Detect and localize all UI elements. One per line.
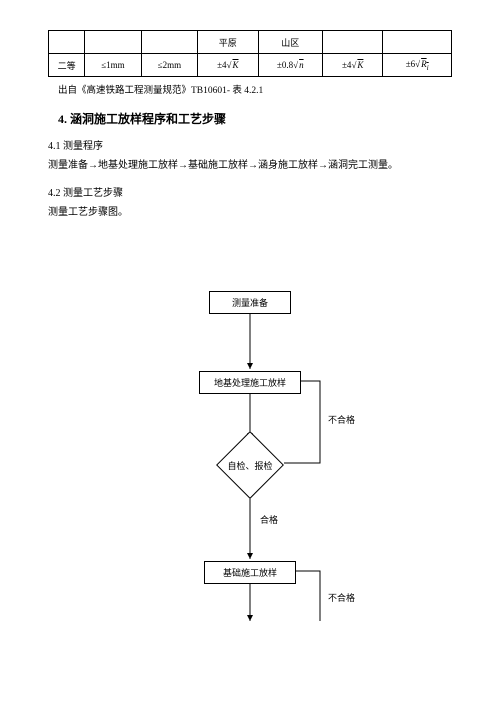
cell-formula-2: ±0.8√n [258,54,322,77]
cell-header-plain: 平原 [198,31,258,54]
table-row: 二等 ≤1mm ≤2mm ±4√K ±0.8√n ±4√K ±6√Ri [49,54,452,77]
table-row: 平原 山区 [49,31,452,54]
cell-blank [141,31,197,54]
cell-header-mountain: 山区 [258,31,322,54]
cell-grade: 二等 [49,54,85,77]
cell-blank [49,31,85,54]
section-4-title: 4. 涵洞施工放样程序和工艺步骤 [58,110,452,127]
cell-formula-1: ±4√K [198,54,258,77]
cell-tol2: ≤2mm [141,54,197,77]
flow-label-pass: 合格 [260,513,278,526]
tolerance-table: 平原 山区 二等 ≤1mm ≤2mm ±4√K ±0.8√n ±4√K ±6√R… [48,30,452,77]
flow-node-foundation-treatment: 地基处理施工放样 [199,371,301,394]
flow-node-prepare: 测量准备 [209,291,291,314]
table-caption: 出自《高速铁路工程测量规范》TB10601- 表 4.2.1 [58,82,452,96]
cell-formula-3: ±4√K [322,54,382,77]
cell-blank [383,31,452,54]
flow-node-inspect-label: 自检、报检 [215,459,285,472]
cell-formula-4: ±6√Ri [383,54,452,77]
section-4-1-title: 4.1 测量程序 [48,137,452,152]
section-4-1-body: 测量准备→地基处理施工放样→基础施工放样→涵身施工放样→涵洞完工测量。 [48,158,452,174]
cell-tol1: ≤1mm [85,54,141,77]
section-4-2-title: 4.2 测量工艺步骤 [48,184,452,199]
flow-node-base-setout: 基础施工放样 [204,561,296,584]
cell-blank [322,31,382,54]
cell-blank [85,31,141,54]
flow-label-fail-2: 不合格 [328,591,355,604]
flow-label-fail-1: 不合格 [328,413,355,426]
section-4-2-body: 测量工艺步骤图。 [48,205,452,221]
